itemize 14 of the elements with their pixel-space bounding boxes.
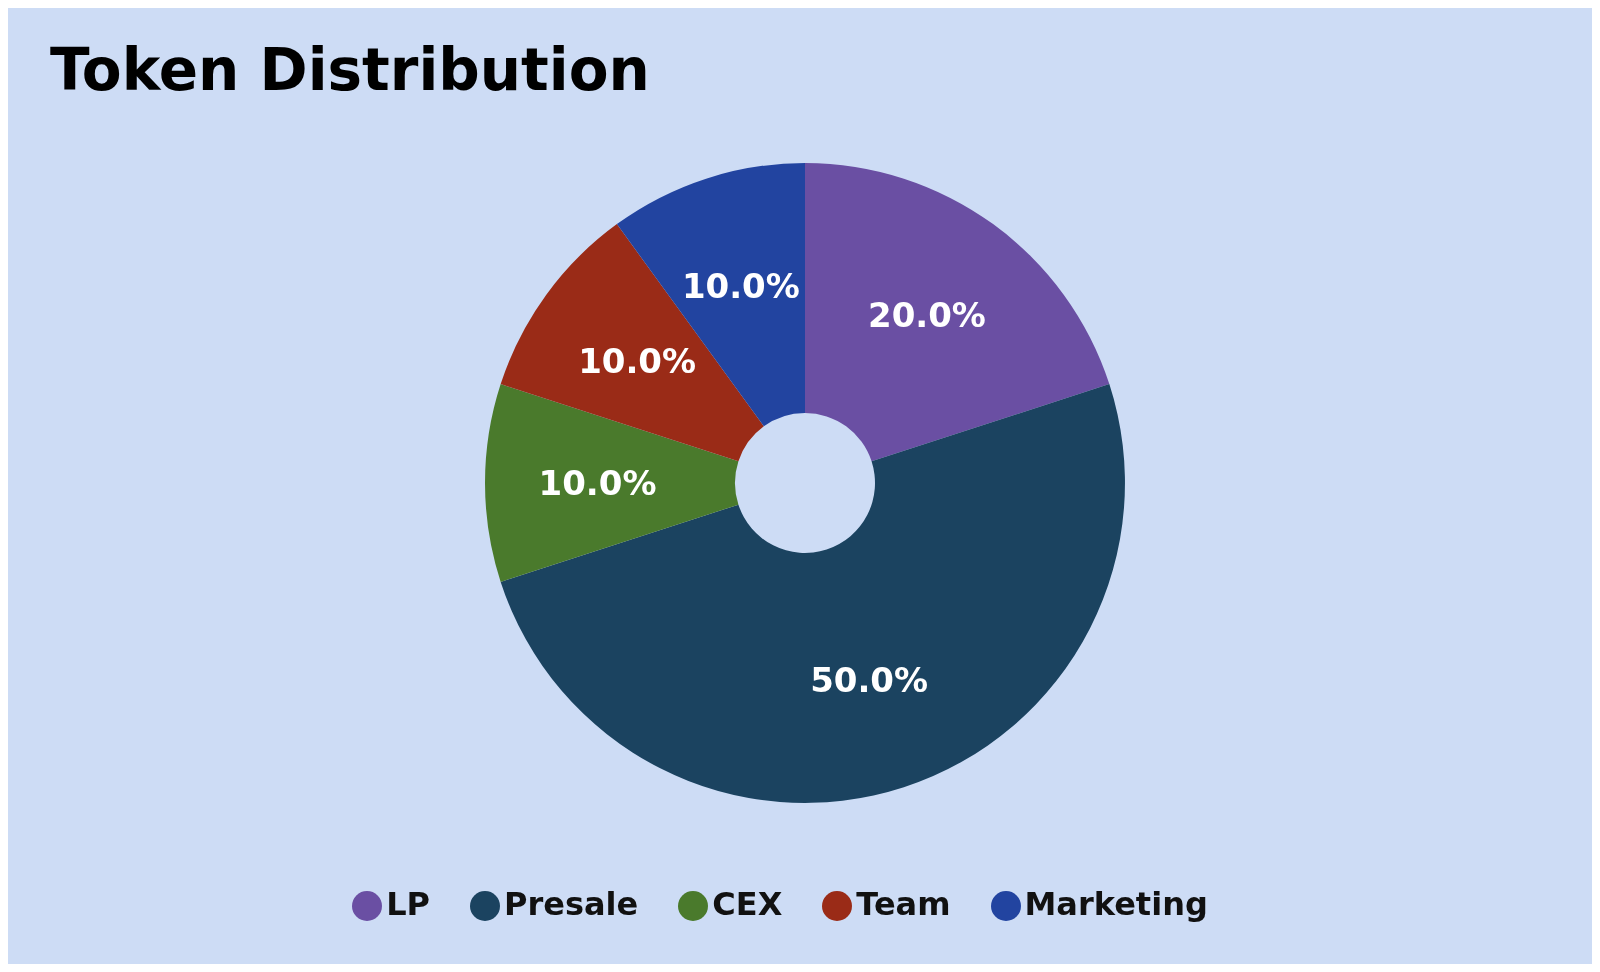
donut-slice [500, 384, 1125, 803]
data-label: 20.0% [867, 295, 986, 336]
legend-label: Presale [504, 885, 639, 923]
chart-title: Token Distribution [50, 36, 650, 104]
legend-label: LP [386, 885, 431, 923]
data-label: 10.0% [681, 265, 800, 306]
data-label: 10.0% [578, 341, 697, 382]
legend-label: Team [856, 885, 951, 923]
legend-label: Marketing [1024, 885, 1208, 923]
data-label: 10.0% [538, 463, 657, 503]
donut-slice [485, 384, 739, 582]
data-label: 50.0% [810, 660, 929, 701]
donut-slice [805, 163, 1110, 462]
legend-label: CEX [712, 885, 783, 923]
